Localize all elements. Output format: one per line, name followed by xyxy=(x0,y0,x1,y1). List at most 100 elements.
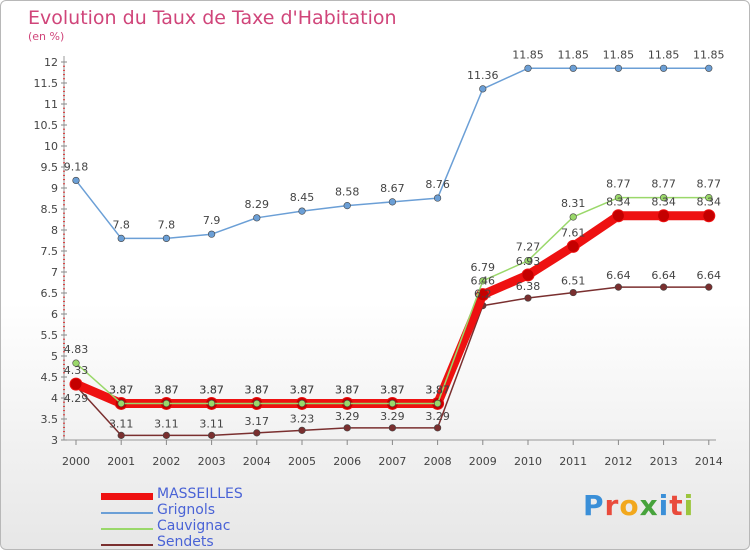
data-label: 8.34 xyxy=(606,196,631,209)
data-point xyxy=(343,399,351,408)
legend-swatch-grignols xyxy=(101,512,153,514)
data-label: 3.11 xyxy=(154,417,179,430)
data-point xyxy=(162,234,170,242)
data-label: 4.33 xyxy=(64,364,89,377)
data-point xyxy=(388,399,397,408)
data-point xyxy=(72,176,80,185)
data-point xyxy=(117,399,125,408)
data-label: 3.29 xyxy=(425,410,450,423)
data-point xyxy=(208,230,216,238)
data-label: 6.64 xyxy=(697,269,722,282)
data-point xyxy=(343,424,351,432)
y-tick-label: 6 xyxy=(51,308,58,321)
brand-logo: Proxiti xyxy=(583,489,695,522)
legend-label-cauvignac: Cauvignac xyxy=(157,518,231,534)
data-point xyxy=(162,431,170,439)
data-label: 9.18 xyxy=(64,160,89,173)
data-label: 3.23 xyxy=(290,412,315,425)
data-label: 8.67 xyxy=(380,182,405,195)
data-point xyxy=(434,424,442,432)
data-label: 3.17 xyxy=(245,415,270,428)
data-point xyxy=(566,239,580,253)
data-point xyxy=(479,85,487,93)
x-tick-label: 2001 xyxy=(107,455,135,468)
legend-label-masseilles: MASSEILLES xyxy=(157,486,243,502)
data-label: 7.8 xyxy=(112,218,130,231)
x-tick-label: 2014 xyxy=(695,455,723,468)
data-label: 6.51 xyxy=(561,275,586,288)
data-point xyxy=(479,277,487,285)
data-label: 11.85 xyxy=(557,48,589,61)
data-point xyxy=(614,283,623,291)
data-label: 6.64 xyxy=(651,269,676,282)
x-tick-label: 2012 xyxy=(604,455,632,468)
x-tick-label: 2003 xyxy=(198,455,226,468)
data-point xyxy=(253,429,261,437)
data-label: 3.87 xyxy=(335,383,360,396)
data-label: 8.77 xyxy=(697,178,722,191)
data-label: 6.93 xyxy=(516,255,541,268)
x-tick-label: 2010 xyxy=(514,455,542,468)
data-point xyxy=(659,64,668,72)
data-label: 3.87 xyxy=(290,383,315,396)
data-label: 6.64 xyxy=(606,269,631,282)
data-label: 8.34 xyxy=(697,196,722,209)
data-point xyxy=(298,207,306,215)
data-point xyxy=(705,194,713,202)
data-label: 3.29 xyxy=(380,410,405,423)
data-point xyxy=(72,359,80,367)
x-tick-label: 2004 xyxy=(243,455,271,468)
data-point xyxy=(253,214,261,222)
data-point xyxy=(611,209,625,223)
data-label: 8.76 xyxy=(425,178,450,191)
data-label: 6.79 xyxy=(471,261,496,274)
data-label: 3.87 xyxy=(109,383,134,396)
y-tick-label: 7.5 xyxy=(41,245,59,258)
legend-label-grignols: Grignols xyxy=(157,502,216,518)
data-label: 3.87 xyxy=(199,383,224,396)
data-point xyxy=(343,202,351,210)
data-point xyxy=(569,64,577,72)
data-label: 3.87 xyxy=(380,383,405,396)
data-label: 3.87 xyxy=(154,383,179,396)
y-tick-label: 10.5 xyxy=(34,119,59,132)
legend-swatch-cauvignac xyxy=(101,528,153,530)
x-tick-label: 2000 xyxy=(62,455,90,468)
data-point xyxy=(657,209,671,223)
x-tick-label: 2007 xyxy=(378,455,406,468)
data-point xyxy=(524,64,532,72)
data-point xyxy=(117,431,125,439)
y-tick-label: 5.5 xyxy=(41,329,59,342)
y-tick-label: 9.5 xyxy=(41,161,59,174)
data-point xyxy=(253,399,261,408)
data-point xyxy=(659,194,668,202)
data-label: 6.46 xyxy=(471,275,496,288)
x-tick-label: 2006 xyxy=(333,455,361,468)
y-tick-label: 9 xyxy=(51,182,58,195)
legend-swatch-masseilles xyxy=(101,493,153,500)
x-tick-label: 2009 xyxy=(469,455,497,468)
data-label: 3.87 xyxy=(109,383,134,396)
y-tick-label: 11.5 xyxy=(34,77,59,90)
data-label: 8.77 xyxy=(651,178,676,191)
data-point xyxy=(69,377,83,391)
data-label: 3.87 xyxy=(154,383,179,396)
data-point xyxy=(434,399,442,408)
data-point xyxy=(524,257,532,265)
data-label: 3.87 xyxy=(199,383,224,396)
data-label: 8.58 xyxy=(335,186,360,199)
chart-title: Evolution du Taux de Taxe d'Habitation xyxy=(28,7,397,29)
y-tick-label: 6.5 xyxy=(41,287,59,300)
data-point xyxy=(208,399,216,408)
data-point xyxy=(117,234,125,242)
data-point xyxy=(614,194,623,202)
data-point xyxy=(298,399,306,408)
y-tick-label: 12 xyxy=(44,56,58,69)
data-label: 7.61 xyxy=(561,226,586,239)
data-label: 6.38 xyxy=(516,280,541,293)
data-label: 3.87 xyxy=(290,383,315,396)
x-tick-label: 2011 xyxy=(559,455,587,468)
data-point xyxy=(524,294,532,302)
y-tick-label: 5 xyxy=(51,350,58,363)
data-label: 3.29 xyxy=(335,410,360,423)
